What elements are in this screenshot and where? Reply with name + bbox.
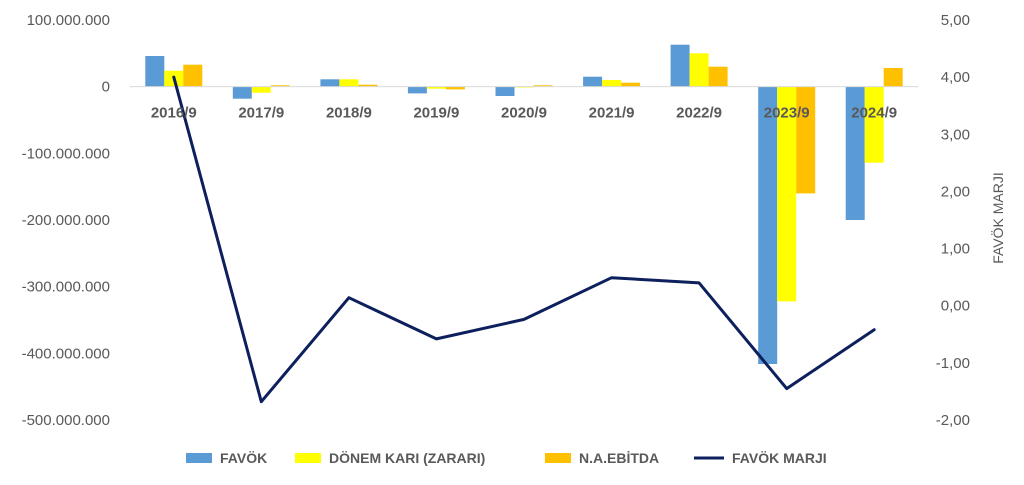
- bar-d-nem-kari-zarari-2019-9: [426, 86, 446, 89]
- left-tick-label: 0: [102, 79, 110, 96]
- bar-d-nem-kari-zarari-2021-9: [602, 80, 622, 87]
- left-axis-ticks: 100.000.000 0 -100.000.000 -200.000.000 -300…: [22, 12, 110, 429]
- bar-d-nem-kari-zarari-2017-9: [251, 86, 271, 93]
- category-labels: 2016/9 2017/9 2018/9 2019/9 2020/9 2021/9 2022…: [151, 105, 897, 122]
- legend-label: DÖNEM KARI (ZARARI): [329, 450, 485, 466]
- bar-fav-k-2019-9: [407, 86, 427, 94]
- legend-swatch: [295, 453, 321, 463]
- legend-label: N.A.EBİTDA: [579, 450, 659, 466]
- legend-swatch: [545, 453, 571, 463]
- bar-n-a-ebi-tda-2023-9: [796, 86, 816, 194]
- bar-fav-k-2017-9: [232, 86, 252, 99]
- category-label: 2021/9: [589, 105, 635, 122]
- right-axis-title: FAVÖK MARJI: [989, 172, 1006, 264]
- bar-fav-k-2020-9: [495, 86, 515, 96]
- right-tick-label: -2,00: [936, 412, 970, 429]
- right-tick-label: 3,00: [941, 126, 970, 143]
- right-tick-label: 4,00: [941, 69, 970, 86]
- legend-label: FAVÖK: [220, 450, 267, 466]
- right-axis-ticks: 5,00 4,00 3,00 2,00 1,00 0,00 -1,00 -2,00: [936, 12, 970, 429]
- legend-label: FAVÖK MARJI: [732, 450, 827, 466]
- category-label: 2019/9: [413, 105, 459, 122]
- bar-n-a-ebi-tda-2017-9: [270, 85, 290, 87]
- bars-layer: [145, 44, 903, 364]
- bar-fav-k-2023-9: [758, 86, 778, 364]
- left-tick-label: -100.000.000: [22, 145, 110, 162]
- bar-fav-k-2022-9: [670, 44, 690, 87]
- right-tick-label: -1,00: [936, 355, 970, 372]
- legend-item-d-nem-kari-zarari: DÖNEM KARI (ZARARI): [295, 450, 485, 466]
- category-label: 2022/9: [676, 105, 722, 122]
- bar-d-nem-kari-zarari-2023-9: [777, 86, 797, 302]
- bar-d-nem-kari-zarari-2022-9: [689, 53, 709, 87]
- left-tick-label: -300.000.000: [22, 279, 110, 296]
- right-tick-label: 0,00: [941, 298, 970, 315]
- bar-n-a-ebi-tda-2016-9: [183, 64, 203, 87]
- left-tick-label: -400.000.000: [22, 345, 110, 362]
- bar-n-a-ebi-tda-2020-9: [533, 85, 553, 87]
- left-tick-label: -500.000.000: [22, 412, 110, 429]
- bar-fav-k-2016-9: [145, 56, 165, 87]
- right-tick-label: 1,00: [941, 241, 970, 258]
- legend-item-fav-k-marji: FAVÖK MARJI: [694, 450, 827, 466]
- line-fav-k-marji: [172, 75, 876, 404]
- legend-item-n-a-ebi-tda: N.A.EBİTDA: [545, 450, 659, 466]
- bar-n-a-ebi-tda-2021-9: [621, 82, 641, 87]
- category-label: 2017/9: [238, 105, 284, 122]
- category-label: 2023/9: [764, 105, 810, 122]
- category-label: 2016/9: [151, 105, 197, 122]
- bar-n-a-ebi-tda-2022-9: [708, 66, 728, 87]
- bar-fav-k-2021-9: [583, 76, 603, 87]
- line-layer: [172, 75, 876, 404]
- left-tick-label: -200.000.000: [22, 212, 110, 229]
- bar-n-a-ebi-tda-2024-9: [883, 68, 903, 87]
- bar-fav-k-2018-9: [320, 79, 340, 87]
- left-tick-label: 100.000.000: [27, 12, 110, 29]
- bar-n-a-ebi-tda-2019-9: [445, 86, 465, 90]
- right-tick-label: 2,00: [941, 183, 970, 200]
- legend: FAVÖK DÖNEM KARI (ZARARI) N.A.EBİTDA FAVÖK …: [186, 450, 827, 466]
- right-tick-label: 5,00: [941, 12, 970, 29]
- bar-d-nem-kari-zarari-2024-9: [864, 86, 884, 163]
- category-label: 2024/9: [851, 105, 897, 122]
- legend-item-fav-k: FAVÖK: [186, 450, 267, 466]
- category-label: 2020/9: [501, 105, 547, 122]
- legend-swatch: [186, 453, 212, 463]
- bar-fav-k-2024-9: [845, 86, 865, 220]
- category-label: 2018/9: [326, 105, 372, 122]
- bar-d-nem-kari-zarari-2018-9: [339, 79, 359, 87]
- bar-n-a-ebi-tda-2018-9: [358, 84, 378, 87]
